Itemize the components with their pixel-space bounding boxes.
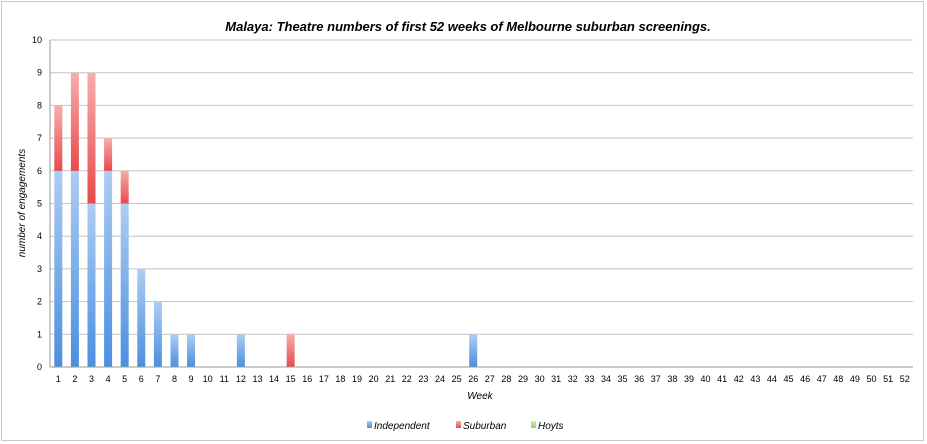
x-tick-label: 9 — [189, 374, 194, 384]
x-tick-label: 5 — [122, 374, 127, 384]
y-tick-label: 2 — [37, 297, 42, 307]
y-tick-label: 10 — [32, 35, 42, 45]
x-tick-label: 20 — [369, 374, 379, 384]
x-tick-label: 7 — [155, 374, 160, 384]
x-tick-label: 42 — [734, 374, 744, 384]
bar-suburban-week-3 — [87, 72, 96, 204]
legend-label-suburban: Suburban — [463, 421, 507, 432]
x-tick-label: 14 — [269, 374, 279, 384]
y-tick-label: 8 — [37, 100, 42, 110]
x-tick-label: 10 — [203, 374, 213, 384]
x-tick-label: 8 — [172, 374, 177, 384]
x-tick-label: 25 — [452, 374, 462, 384]
x-tick-label: 11 — [220, 374, 229, 384]
x-tick-label: 47 — [817, 374, 827, 384]
legend-swatch-hoyts — [531, 421, 536, 428]
x-tick-label: 21 — [385, 374, 395, 384]
x-tick-label: 30 — [535, 374, 545, 384]
x-tick-label: 17 — [319, 374, 329, 384]
bar-suburban-week-15 — [286, 334, 295, 367]
bar-independent-week-7 — [153, 301, 162, 367]
x-tick-label: 19 — [352, 374, 362, 384]
y-tick-label: 6 — [37, 166, 42, 176]
x-tick-label: 6 — [139, 374, 144, 384]
y-tick-label: 7 — [37, 133, 42, 143]
bar-independent-week-12 — [236, 334, 245, 367]
x-tick-label: 16 — [302, 374, 312, 384]
x-tick-label: 46 — [800, 374, 810, 384]
bar-independent-week-5 — [120, 203, 129, 367]
x-tick-label: 1 — [56, 374, 61, 384]
x-tick-label: 12 — [236, 374, 246, 384]
x-tick-label: 29 — [518, 374, 528, 384]
y-tick-labels: 0 1 2 3 4 5 6 7 8 9 10 — [32, 35, 42, 372]
x-tick-label: 27 — [485, 374, 495, 384]
x-tick-label: 48 — [833, 374, 843, 384]
bar-independent-week-26 — [469, 334, 478, 367]
x-tick-label: 41 — [717, 374, 727, 384]
chart-title: Malaya: Theatre numbers of first 52 week… — [225, 19, 710, 34]
bar-independent-week-4 — [104, 170, 113, 367]
x-tick-label: 44 — [767, 374, 777, 384]
bars — [54, 72, 478, 367]
y-tick-label: 3 — [37, 264, 42, 274]
x-tick-label: 2 — [72, 374, 77, 384]
x-tick-label: 13 — [252, 374, 262, 384]
bar-suburban-week-4 — [104, 138, 113, 171]
bar-independent-week-2 — [70, 170, 79, 367]
x-tick-label: 31 — [551, 374, 561, 384]
legend-swatch-independent — [367, 421, 372, 428]
bar-independent-week-3 — [87, 203, 96, 367]
x-tick-label: 33 — [584, 374, 594, 384]
x-tick-label: 49 — [850, 374, 860, 384]
legend-swatch-suburban — [456, 421, 461, 428]
bar-independent-week-1 — [54, 170, 63, 367]
x-tick-label: 23 — [418, 374, 428, 384]
bar-suburban-week-2 — [70, 72, 79, 171]
bar-independent-week-9 — [187, 334, 196, 367]
x-tick-label: 39 — [684, 374, 694, 384]
bar-independent-week-8 — [170, 334, 179, 367]
x-tick-label: 38 — [667, 374, 677, 384]
legend-label-hoyts: Hoyts — [538, 421, 564, 432]
x-tick-labels: 1 2 3 4 5 6 7 8 9 10 11 12 13 14 15 16 17 18 19 20 21 22 23 24 2… — [56, 374, 910, 384]
y-tick-label: 1 — [37, 329, 42, 339]
x-tick-label: 51 — [883, 374, 893, 384]
y-tick-label: 0 — [37, 362, 42, 372]
x-tick-label: 24 — [435, 374, 445, 384]
y-axis-label: number of engagements — [17, 149, 28, 257]
x-tick-label: 26 — [468, 374, 478, 384]
x-tick-label: 18 — [335, 374, 345, 384]
x-tick-label: 32 — [568, 374, 578, 384]
x-tick-label: 28 — [501, 374, 511, 384]
x-tick-label: 52 — [900, 374, 910, 384]
x-tick-label: 35 — [618, 374, 628, 384]
legend: Independent Suburban Hoyts — [367, 421, 564, 432]
y-tick-label: 5 — [37, 199, 42, 209]
x-tick-label: 43 — [750, 374, 760, 384]
legend-label-independent: Independent — [374, 421, 431, 432]
x-tick-label: 4 — [106, 374, 111, 384]
x-axis-label: Week — [467, 391, 493, 402]
y-tick-label: 9 — [37, 68, 42, 78]
x-tick-label: 50 — [867, 374, 877, 384]
x-tick-label: 37 — [651, 374, 661, 384]
x-tick-label: 15 — [286, 374, 296, 384]
bar-independent-week-6 — [137, 268, 146, 367]
axes — [49, 40, 913, 368]
x-tick-label: 34 — [601, 374, 611, 384]
gridlines — [50, 39, 913, 368]
bar-suburban-week-1 — [54, 105, 63, 171]
x-tick-label: 36 — [634, 374, 644, 384]
x-tick-label: 3 — [89, 374, 94, 384]
x-tick-label: 40 — [701, 374, 711, 384]
x-tick-label: 45 — [784, 374, 794, 384]
bar-suburban-week-5 — [120, 170, 129, 204]
y-tick-label: 4 — [37, 231, 42, 241]
x-tick-label: 22 — [402, 374, 412, 384]
